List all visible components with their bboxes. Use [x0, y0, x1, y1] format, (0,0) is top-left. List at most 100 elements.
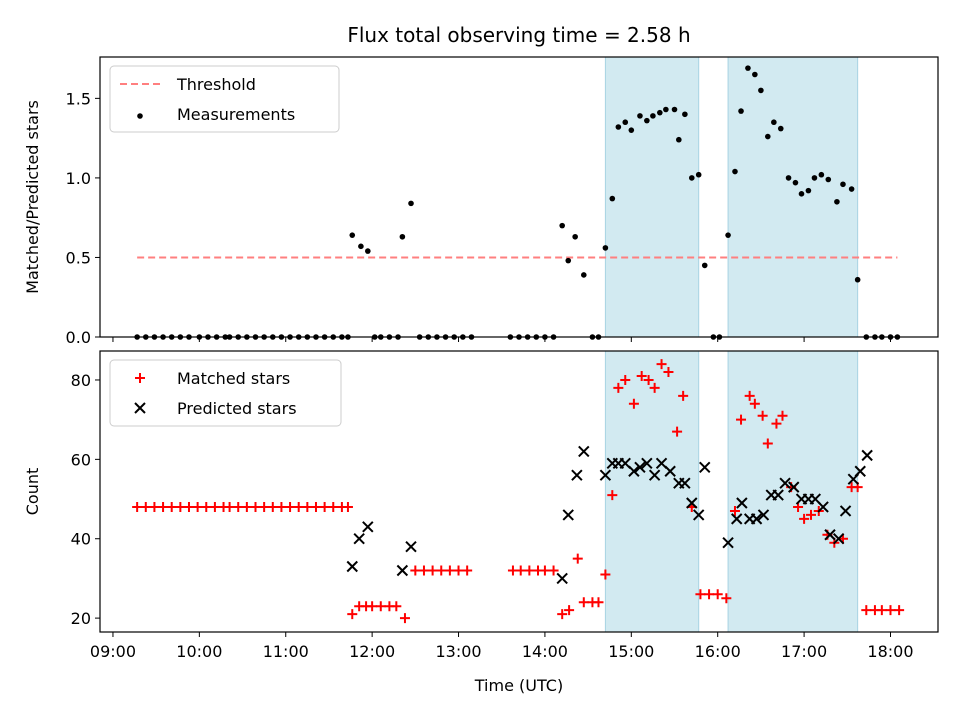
predicted-star-point [692, 509, 705, 521]
matched-star-point [557, 609, 568, 620]
matched-star-point [593, 597, 604, 608]
matched-star-point [600, 569, 611, 580]
y-tick-label: 0.0 [66, 328, 91, 347]
predicted-star-point [562, 509, 574, 521]
matched-star-point [183, 501, 194, 512]
legend-matched-swatch [135, 373, 145, 383]
measurement-point [725, 232, 731, 238]
predicted-star-point [405, 540, 417, 553]
matched-star-point [444, 565, 455, 576]
highlight-band [604, 56, 700, 338]
measurement-point [785, 175, 792, 181]
predicted-star-point [772, 489, 784, 501]
measurement-point [792, 179, 799, 186]
matched-star-point [515, 565, 526, 576]
measurement-point [771, 119, 777, 126]
ratio-panel: 0.0 0.5 1.0 1.5 Matched/Predicted stars Thres… [23, 56, 939, 347]
matched-star-point [771, 418, 782, 429]
legend: Threshold Measurements [109, 65, 340, 133]
predicted-star-point [839, 505, 852, 517]
matched-star-point [729, 505, 740, 516]
predicted-star-point [679, 477, 691, 489]
predicted-star-point [699, 461, 711, 473]
y-tick-label: 1.0 [66, 169, 91, 188]
predicted-star-point [730, 513, 743, 525]
matched-star-point [777, 410, 788, 421]
legend-box [109, 359, 342, 427]
predicted-star-point [664, 465, 676, 477]
matched-star-point [241, 501, 252, 512]
matched-star-point [233, 501, 244, 512]
matched-star-point [672, 426, 683, 437]
matched-star-point [548, 565, 559, 576]
predicted-star-point [353, 533, 365, 545]
matched-star-point [410, 565, 421, 576]
predicted-star-point [628, 465, 640, 477]
matched-star-point [861, 605, 872, 616]
matched-star-point [175, 501, 186, 512]
measurement-point [848, 186, 855, 192]
matched-star-point [620, 374, 631, 385]
legend-label: Threshold [176, 75, 256, 94]
y-tick-label: 40 [71, 530, 91, 549]
matched-star-point [721, 593, 732, 604]
highlight-band [727, 350, 859, 633]
measurement-point [628, 127, 635, 133]
measurement-point [811, 175, 818, 181]
measurement-point [399, 233, 406, 240]
matched-star-point [391, 601, 402, 612]
measurement-point [358, 243, 364, 250]
measurement-point [657, 109, 663, 116]
matched-star-point [636, 371, 647, 382]
predicted-star-point [578, 445, 590, 458]
measurement-point [615, 124, 622, 130]
measurement-point [798, 191, 805, 197]
predicted-star-point [634, 461, 646, 473]
matched-star-point [276, 501, 287, 512]
matched-star-point [259, 501, 270, 512]
measurement-point [738, 108, 744, 114]
predicted-star-point [599, 469, 612, 481]
matched-star-point [678, 390, 689, 401]
legend: Matched stars Predicted stars [109, 359, 342, 427]
measurement-point [602, 245, 609, 251]
measurement-point [840, 181, 846, 188]
measurement-point [565, 257, 572, 264]
predicted-star-point [571, 469, 583, 481]
measurement-point [732, 168, 738, 175]
predicted-star-point [736, 497, 748, 509]
x-tick-label: 12:00 [349, 642, 395, 661]
matched-star-point [149, 501, 160, 512]
matched-star-point [209, 501, 220, 512]
legend-box [109, 65, 340, 133]
predicted-star-point [396, 564, 409, 577]
matched-star-point [367, 601, 378, 612]
y-axis-label: Matched/Predicted stars [23, 100, 42, 294]
legend-label: Measurements [177, 105, 295, 124]
x-tick-label: 17:00 [781, 642, 827, 661]
predicted-star-point [854, 465, 866, 477]
matched-star-point [285, 501, 296, 512]
x-tick-label: 10:00 [176, 642, 222, 661]
matched-star-point [342, 501, 353, 512]
matched-star-point [578, 597, 589, 608]
axes-frame [99, 350, 939, 633]
matched-star-point [628, 398, 639, 409]
matched-star-point [166, 501, 177, 512]
matched-star-point [704, 589, 715, 600]
matched-star-point [436, 565, 447, 576]
matched-star-point [132, 501, 143, 512]
predicted-star-point [779, 477, 791, 489]
predicted-star-point [750, 513, 763, 525]
predicted-star-point [686, 497, 698, 509]
x-axis-label: Time (UTC) [474, 676, 563, 695]
measurement-point [834, 198, 840, 205]
measurement-point [609, 195, 616, 202]
matched-star-point [399, 613, 410, 624]
matched-star-point [267, 501, 278, 512]
matched-star-point [427, 565, 438, 576]
measurement-point [644, 117, 650, 124]
matched-star-point [319, 501, 330, 512]
x-tick-label: 15:00 [608, 642, 654, 661]
